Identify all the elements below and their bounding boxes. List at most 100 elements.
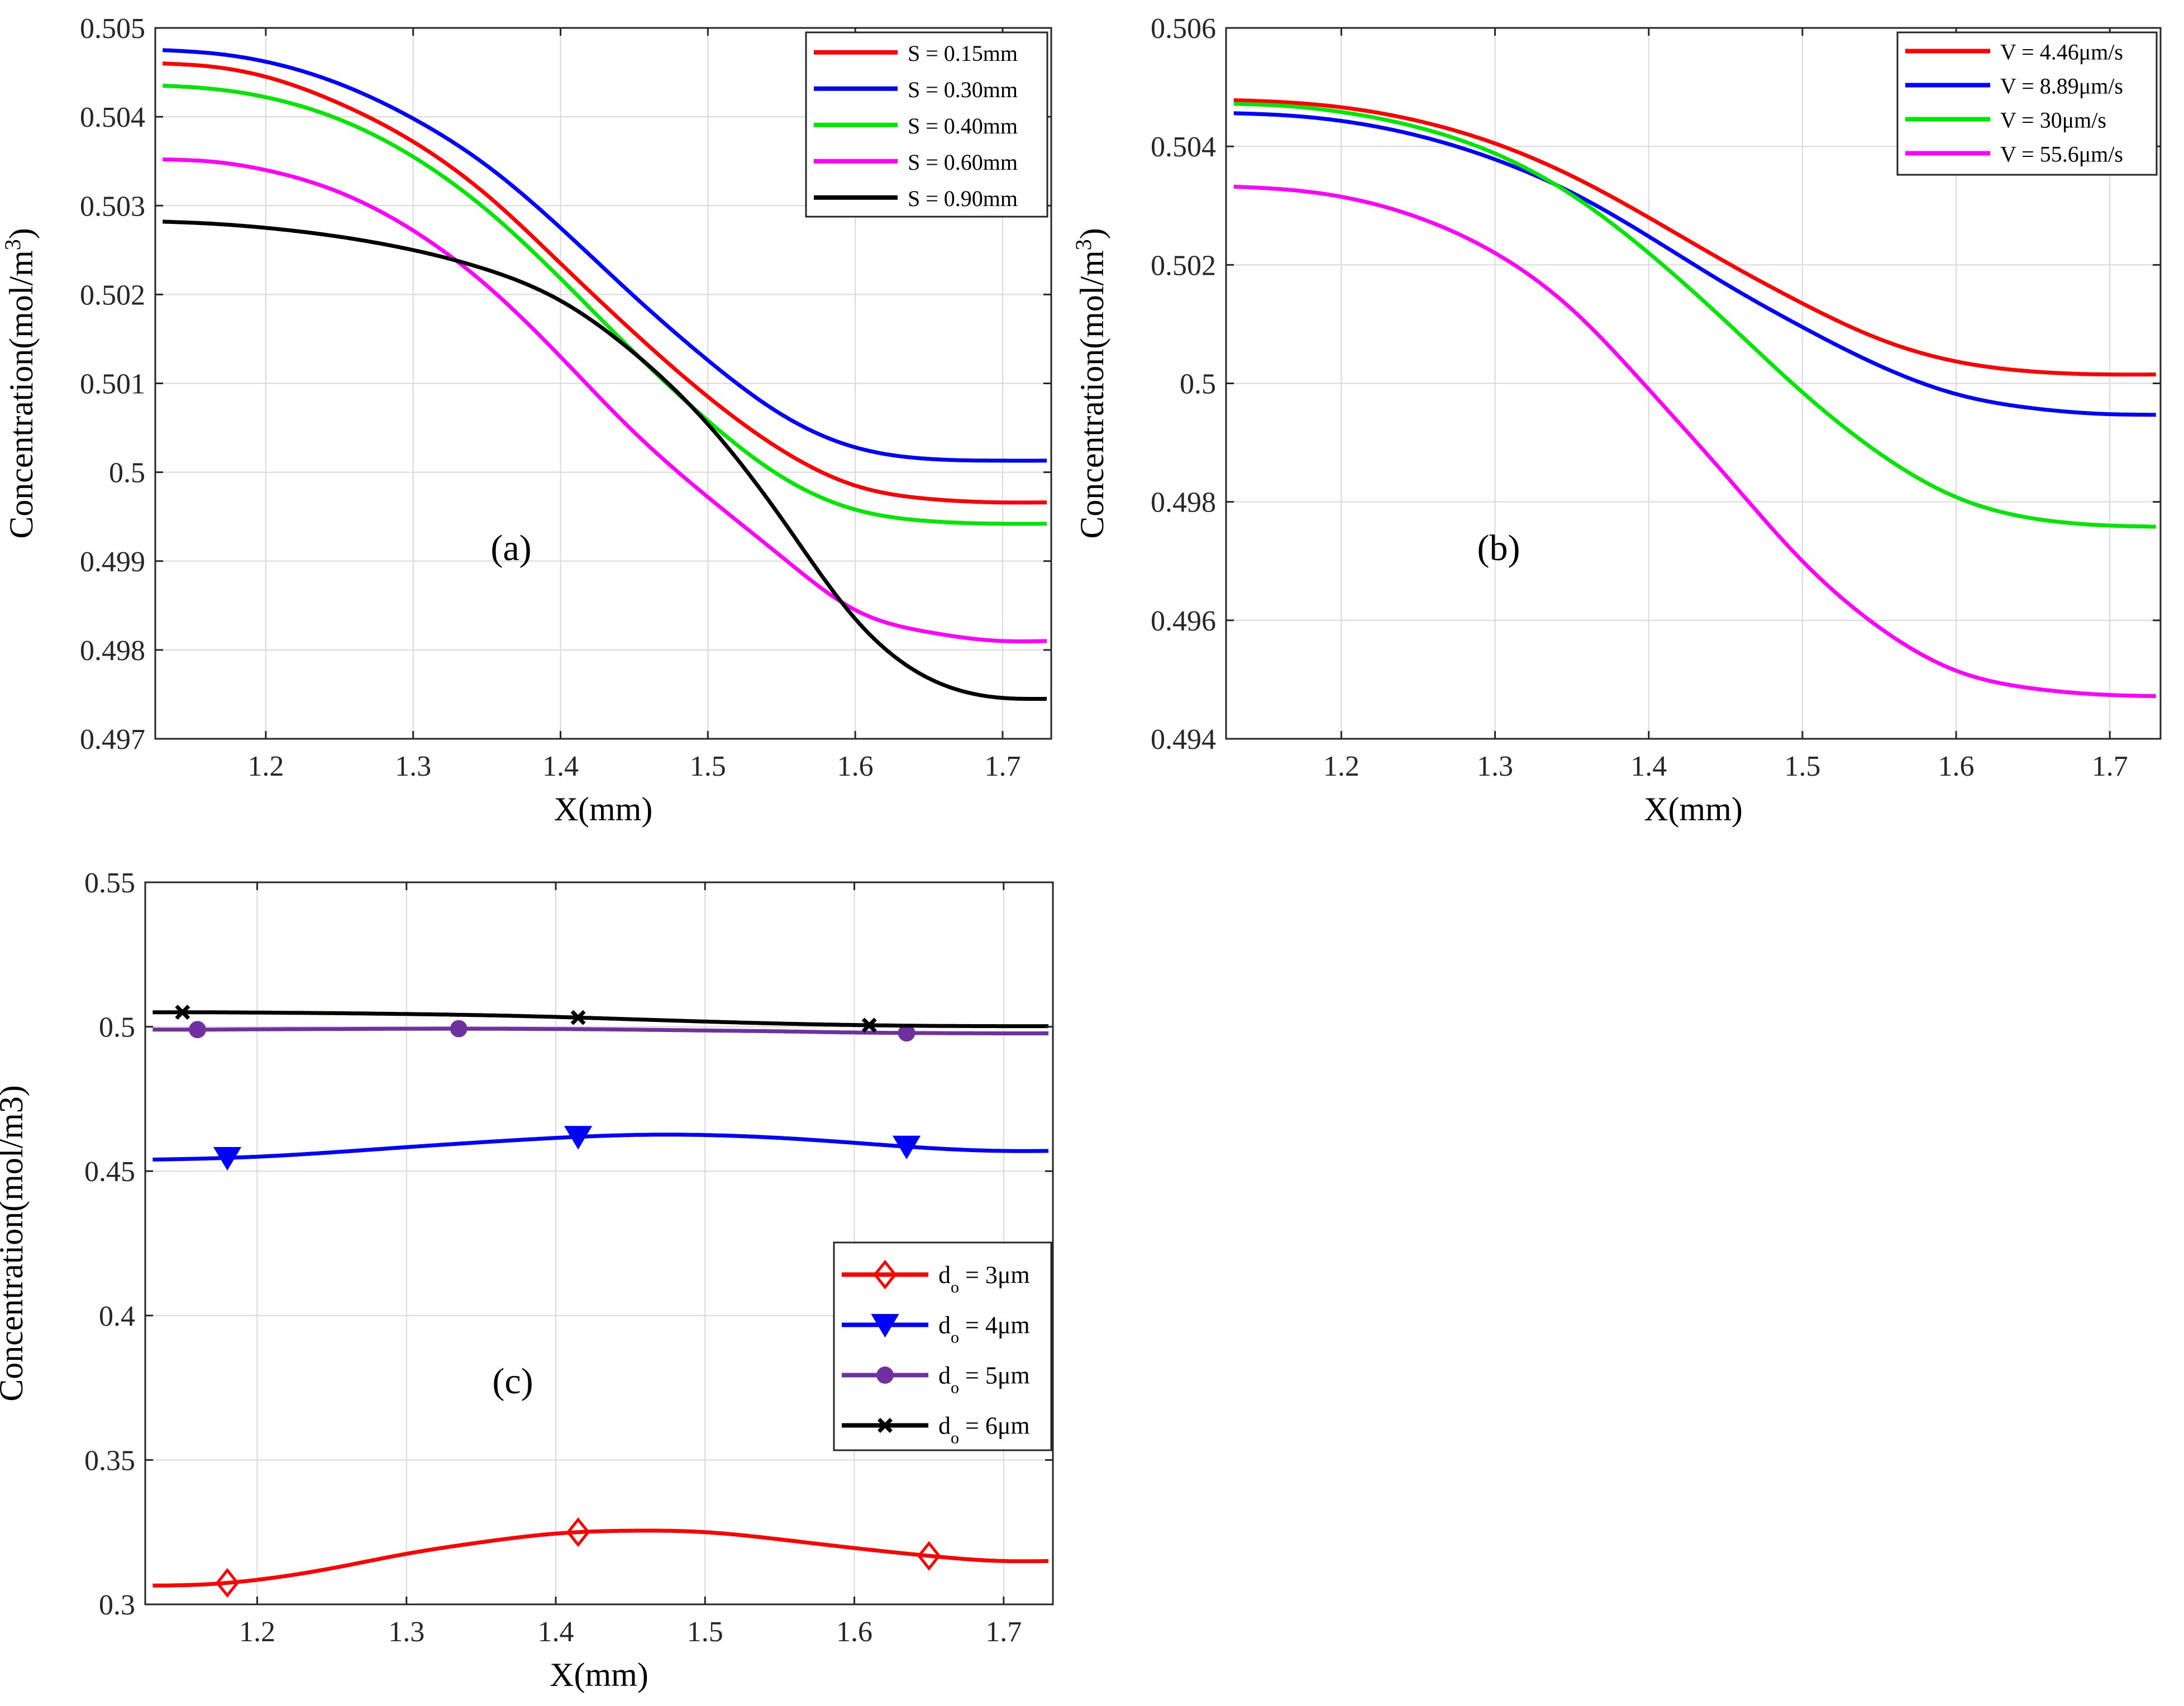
y-tick-label: 0.3	[99, 1589, 135, 1621]
series-line-3	[163, 157, 1047, 644]
series-group	[163, 48, 1047, 701]
legend-entry-1: S = 0.30mm	[908, 77, 1018, 102]
series-line-0	[163, 61, 1047, 505]
x-tick-label: 1.5	[687, 1616, 723, 1648]
x-tick-label: 1.3	[388, 1616, 425, 1648]
data-point-marker	[892, 1135, 921, 1159]
panel-label: (b)	[1477, 528, 1520, 568]
y-tick-label: 0.494	[1151, 724, 1216, 756]
y-tick-label: 0.4	[99, 1301, 135, 1332]
data-point-marker	[175, 1005, 190, 1020]
data-point-marker	[450, 1020, 468, 1038]
series-line-0	[152, 1528, 1049, 1588]
y-tick-label: 0.35	[84, 1445, 135, 1476]
x-tick-label: 1.7	[2092, 751, 2128, 782]
x-tick-label: 1.6	[837, 751, 874, 782]
series-line-1	[163, 48, 1047, 463]
legend-entry-0: S = 0.15mm	[908, 41, 1018, 66]
data-point-marker	[917, 1541, 941, 1571]
y-tick-label: 0.497	[80, 724, 145, 756]
axes-box	[144, 881, 1054, 1605]
x-tick-label: 1.6	[1938, 751, 1975, 782]
y-tick-label: 0.496	[1151, 605, 1216, 637]
y-tick-label: 0.503	[80, 190, 145, 222]
x-tick-label: 1.2	[1323, 751, 1360, 782]
chart-panel-b: 1.2 1.3 1.4 1.5 1.6 1.7 0.494 0.496 0.498 0.5 0.50…	[1071, 13, 2162, 828]
data-point-marker	[189, 1021, 206, 1039]
legend: S = 0.15mm S = 0.30mm S = 0.40mm S = 0.60mm…	[805, 31, 1048, 218]
series-line-1	[1233, 111, 2156, 417]
legend-entry-2: S = 0.40mm	[908, 113, 1018, 138]
y-tick-label: 0.55	[84, 867, 135, 899]
data-point-marker	[566, 1517, 590, 1547]
data-point-marker	[213, 1146, 242, 1171]
x-tick-label: 1.4	[542, 751, 579, 782]
series-line-2	[163, 83, 1047, 526]
x-tick-label: 1.3	[395, 751, 431, 782]
legend-entry-2: do = 5μm	[938, 1362, 1030, 1397]
legend-entry-0: do = 3μm	[938, 1261, 1030, 1297]
legend-entry-1: V = 8.89μm/s	[2000, 74, 2123, 99]
y-tick-label: 0.5	[1180, 369, 1216, 400]
legend-entry-1: do = 4μm	[938, 1312, 1030, 1347]
legend-entry-0: V = 4.46μm/s	[2000, 40, 2123, 65]
legend-marker-3	[878, 1418, 893, 1433]
data-point-marker	[861, 1017, 877, 1033]
legend-entry-3: V = 55.6μm/s	[2000, 142, 2123, 167]
chart-panel-a: 1.2 1.3 1.4 1.5 1.6 1.7 0.497 0.498 0.499 0.5 0.50…	[0, 13, 1052, 828]
series-line-0	[1233, 98, 2156, 377]
legend-box	[1896, 31, 2158, 176]
y-tick-label: 0.502	[1151, 250, 1216, 281]
panel-label: (a)	[490, 528, 531, 568]
legend-box	[833, 1241, 1052, 1451]
y-tick-label: 0.506	[1151, 13, 1216, 45]
x-tick-label: 1.4	[1630, 751, 1667, 782]
legend-marker-2	[876, 1366, 894, 1384]
y-tick-label: 0.5	[109, 457, 145, 489]
y-tick-label: 0.45	[84, 1156, 135, 1188]
legend-marker-0	[873, 1259, 897, 1290]
y-tick-label: 0.501	[80, 369, 145, 400]
y-tick-label: 0.498	[1151, 487, 1216, 519]
y-axis-label: Concentration(mol/m3)	[0, 228, 40, 539]
x-tick-label: 1.5	[690, 751, 726, 782]
x-tick-label: 1.4	[537, 1616, 574, 1648]
legend-entry-2: V = 30μm/s	[2000, 108, 2106, 133]
y-tick-label: 0.498	[80, 635, 145, 667]
x-tick-label: 1.7	[984, 751, 1021, 782]
legend: do = 3μm do = 4μm do = 5μm do = 6μm	[833, 1241, 1052, 1451]
y-tick-label: 0.5	[99, 1012, 135, 1044]
data-point-marker	[564, 1126, 593, 1150]
series-group	[1233, 98, 2156, 699]
series-line-3	[152, 1010, 1048, 1029]
y-tick-label: 0.499	[80, 546, 145, 578]
series-line-4	[163, 219, 1047, 701]
data-point-marker	[215, 1568, 240, 1598]
chart-panel-c: 1.2 1.3 1.4 1.5 1.6 1.7 0.3 0.35 0.4 0.45 0.5 0.55 X…	[0, 867, 1054, 1693]
y-tick-label: 0.505	[80, 13, 145, 45]
series-line-2	[1233, 102, 2156, 529]
legend: V = 4.46μm/s V = 8.89μm/s V = 30μm/s V = 55…	[1896, 31, 2158, 176]
y-tick-label: 0.504	[80, 102, 145, 133]
y-axis-label: Concentration(mol/m3)	[0, 1085, 30, 1402]
legend-entry-3: S = 0.60mm	[908, 150, 1018, 175]
y-tick-label: 0.502	[80, 279, 145, 311]
legend-entry-3: do = 6μm	[938, 1412, 1030, 1447]
x-tick-label: 1.6	[836, 1616, 872, 1648]
x-tick-label: 1.7	[985, 1616, 1022, 1648]
legend-entry-4: S = 0.90mm	[908, 186, 1018, 211]
x-axis-label: X(mm)	[550, 1656, 648, 1693]
y-tick-label: 0.504	[1151, 131, 1216, 163]
legend-marker-1	[871, 1314, 899, 1338]
x-axis-label: X(mm)	[554, 791, 653, 828]
x-tick-label: 1.5	[1784, 751, 1820, 782]
x-tick-label: 1.2	[247, 751, 284, 782]
panel-label: (c)	[492, 1361, 533, 1402]
x-axis-label: X(mm)	[1644, 791, 1743, 828]
x-tick-label: 1.3	[1477, 751, 1513, 782]
series-line-3	[1233, 184, 2156, 699]
series-group	[152, 1005, 1049, 1598]
x-tick-label: 1.2	[239, 1616, 275, 1648]
y-axis-label: Concentration(mol/m3)	[1071, 228, 1111, 539]
